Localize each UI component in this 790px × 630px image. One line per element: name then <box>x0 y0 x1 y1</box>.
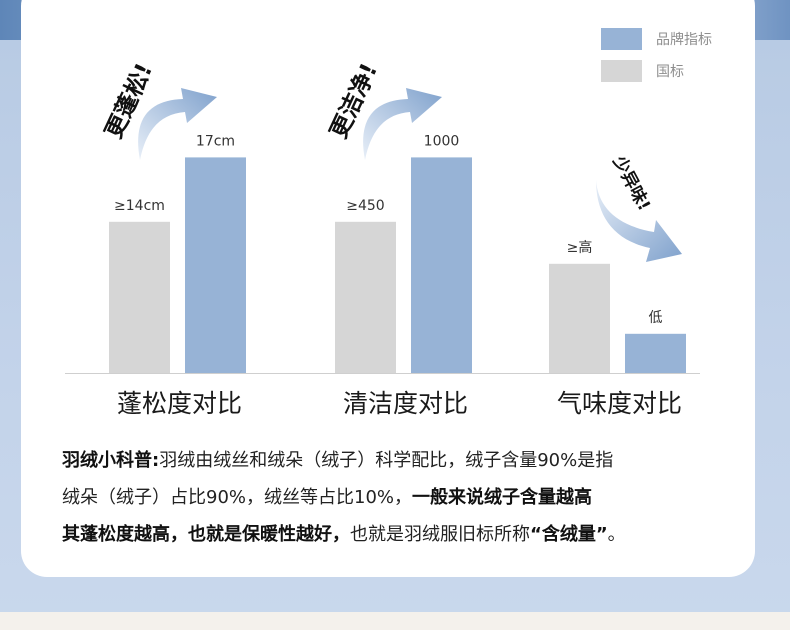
bar-national-odor <box>549 263 610 373</box>
value-label-brand-fluffiness: 17cm <box>196 133 235 149</box>
bar-brand-fluffiness <box>185 157 246 373</box>
note-line-2: 绒朵（绒子）占比90%，绒丝等占比10%，一般来说绒子含量越高 <box>62 479 762 516</box>
note-text: 羽绒由绒丝和绒朵（绒子）科学配比，绒子含量90%是指 <box>159 450 614 471</box>
group-label-odor: 气味度对比 <box>557 389 682 418</box>
background-floor <box>0 612 790 630</box>
legend-label-national: 国标 <box>656 64 684 80</box>
note-quote: “含绒量” <box>530 524 608 545</box>
value-label-national-fluffiness: ≥14cm <box>114 198 165 214</box>
bar-national-fluffiness <box>109 221 170 373</box>
value-label-brand-cleanliness: 1000 <box>424 133 460 149</box>
comparison-bar-chart: 品牌指标 国标 更蓬松! 更洁净! 少异味! ≥14cm17cm蓬松度对比≥45… <box>65 28 712 418</box>
legend-swatch-national <box>601 60 642 82</box>
value-label-national-odor: ≥高 <box>567 239 593 256</box>
value-label-national-cleanliness: ≥450 <box>346 198 384 214</box>
note-text: 也就是羽绒服旧标所称 <box>350 524 530 545</box>
up-arrow-icon <box>138 88 217 160</box>
bar-brand-odor <box>625 333 686 373</box>
note-text: 绒朵（绒子）占比90%，绒丝等占比10%， <box>62 487 413 508</box>
bar-national-cleanliness <box>335 221 396 373</box>
legend-swatch-brand <box>601 28 642 50</box>
group-label-fluffiness: 蓬松度对比 <box>117 389 242 418</box>
legend-label-brand: 品牌指标 <box>656 31 712 48</box>
down-science-note: 羽绒小科普:羽绒由绒丝和绒朵（绒子）科学配比，绒子含量90%是指 绒朵（绒子）占… <box>62 442 762 553</box>
note-heading: 羽绒小科普: <box>62 450 160 471</box>
note-line-3: 其蓬松度越高，也就是保暖性越好，也就是羽绒服旧标所称“含绒量”。 <box>62 516 762 553</box>
value-label-brand-odor: 低 <box>649 310 663 326</box>
note-line-1: 羽绒小科普:羽绒由绒丝和绒朵（绒子）科学配比，绒子含量90%是指 <box>62 442 762 479</box>
up-arrow-icon <box>363 88 442 160</box>
bar-brand-cleanliness <box>411 157 472 373</box>
group-tag-odor: 少异味! <box>608 152 655 215</box>
note-text: 。 <box>607 524 626 545</box>
down-arrow-icon <box>596 180 682 262</box>
group-label-cleanliness: 清洁度对比 <box>343 389 468 418</box>
note-emphasis: 其蓬松度越高，也就是保暖性越好， <box>62 524 350 545</box>
note-emphasis: 一般来说绒子含量越高 <box>412 487 593 508</box>
